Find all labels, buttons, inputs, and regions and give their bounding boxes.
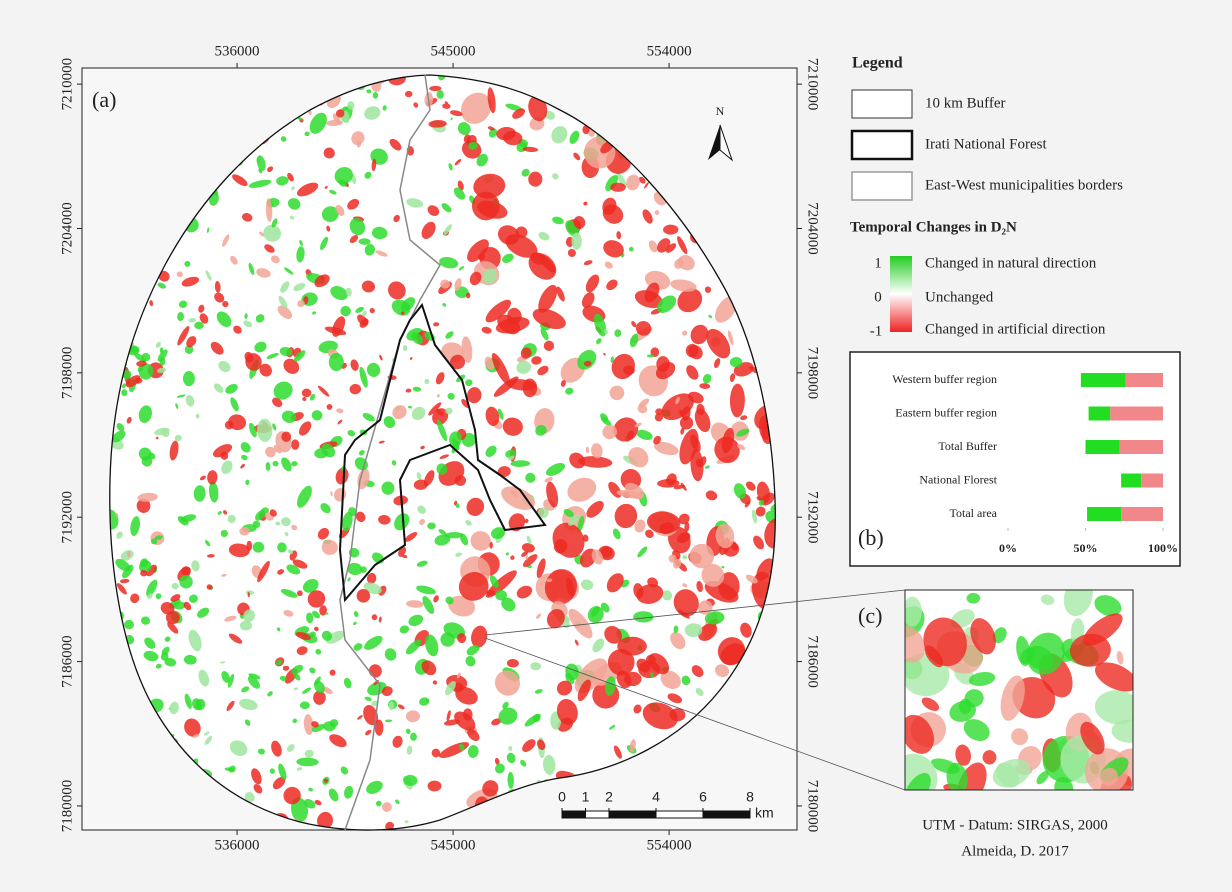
credit: UTM - Datum: SIRGAS, 2000 [922, 817, 1107, 833]
scale-segment [703, 811, 750, 818]
change-patch [160, 347, 164, 353]
change-patch [571, 233, 581, 250]
scale-segment [562, 811, 586, 818]
bar-segment [1121, 474, 1141, 488]
y-tick-label: 7186000 [805, 635, 821, 688]
y-tick-label: 7186000 [59, 635, 75, 688]
change-patch [373, 92, 379, 99]
x-tick-label: 536000 [215, 43, 260, 59]
bar-segment [1008, 407, 1089, 421]
change-patch [428, 781, 442, 792]
y-tick-label: 7192000 [805, 491, 821, 544]
change-patch [300, 701, 310, 709]
panel-label: (c) [858, 603, 882, 628]
x-tick-label: 545000 [431, 43, 476, 59]
legend-swatch [852, 90, 912, 118]
scale-segment [609, 811, 656, 818]
y-tick-label: 7198000 [805, 347, 821, 400]
x-tick-label: 545000 [431, 837, 476, 853]
change-patch [291, 439, 299, 450]
scale-label: 0 [558, 789, 566, 805]
change-patch [563, 831, 569, 837]
color-tick: 1 [874, 255, 882, 271]
y-tick-label: 7198000 [59, 347, 75, 400]
bar-segment [1008, 507, 1087, 521]
bar-segment [1141, 474, 1163, 488]
bar-segment [1008, 474, 1121, 488]
credit: Almeida, D. 2017 [961, 843, 1069, 859]
bar-segment [1081, 373, 1126, 387]
category-label: National Florest [919, 472, 997, 486]
bar-segment [1126, 373, 1163, 387]
change-patch [610, 183, 626, 192]
scale-label: 1 [582, 789, 590, 805]
bar-segment [1008, 373, 1081, 387]
y-tick-label: 7192000 [59, 491, 75, 544]
x-tick-label: 50% [1074, 541, 1098, 555]
y-tick-label: 7180000 [805, 780, 821, 833]
x-tick-label: 100% [1148, 541, 1178, 555]
color-tick: 0 [874, 289, 882, 305]
color-label: Changed in artificial direction [925, 321, 1106, 337]
change-patch [502, 830, 525, 837]
bar-segment [1008, 440, 1086, 454]
scale-label: 4 [652, 789, 660, 805]
y-tick-label: 7210000 [805, 58, 821, 111]
color-label: Changed in natural direction [925, 255, 1097, 271]
change-patch [528, 172, 542, 187]
color-label: Unchanged [925, 289, 994, 305]
x-tick-label: 0% [999, 541, 1017, 555]
legend-swatch [852, 131, 912, 159]
y-tick-label: 7204000 [805, 202, 821, 255]
bar-segment [1086, 440, 1120, 454]
bar-segment [1089, 407, 1111, 421]
scale-segment [656, 811, 703, 818]
scale-segment [586, 811, 610, 818]
x-tick-label: 536000 [215, 837, 260, 853]
category-label: Eastern buffer region [895, 405, 997, 419]
x-tick-label: 554000 [647, 837, 692, 853]
legend-title: Legend [852, 55, 903, 72]
panel-label: (a) [92, 87, 116, 112]
scale-label: 6 [699, 789, 707, 805]
scale-label: 8 [746, 789, 754, 805]
legend-swatch [852, 172, 912, 200]
category-label: Western buffer region [892, 372, 997, 386]
bar-segment [1120, 440, 1163, 454]
figure: (a) N 012468km (c) Legend 10 km Buffer I… [0, 0, 1232, 892]
bar-segment [1110, 407, 1163, 421]
north-label: N [716, 104, 725, 118]
bar-segment [1121, 507, 1163, 521]
y-tick-label: 7210000 [59, 58, 75, 111]
bar-segment [1087, 507, 1121, 521]
scale-label: 2 [605, 789, 613, 805]
x-tick-label: 554000 [647, 43, 692, 59]
legend-item: Irati National Forest [925, 136, 1047, 152]
legend-item: 10 km Buffer [925, 95, 1006, 111]
scale-unit: km [755, 805, 774, 821]
change-patch [647, 354, 654, 357]
panel-label: (b) [858, 525, 884, 550]
legend-item: East-West municipalities borders [925, 177, 1123, 193]
color-tick: -1 [870, 323, 883, 339]
y-tick-label: 7204000 [59, 202, 75, 255]
legend-subtitle: Temporal Changes in D₂N [850, 219, 1017, 235]
color-bar [890, 256, 912, 332]
category-label: Total area [950, 506, 998, 520]
change-patch [466, 293, 470, 299]
category-label: Total Buffer [938, 439, 997, 453]
y-tick-label: 7180000 [59, 780, 75, 833]
